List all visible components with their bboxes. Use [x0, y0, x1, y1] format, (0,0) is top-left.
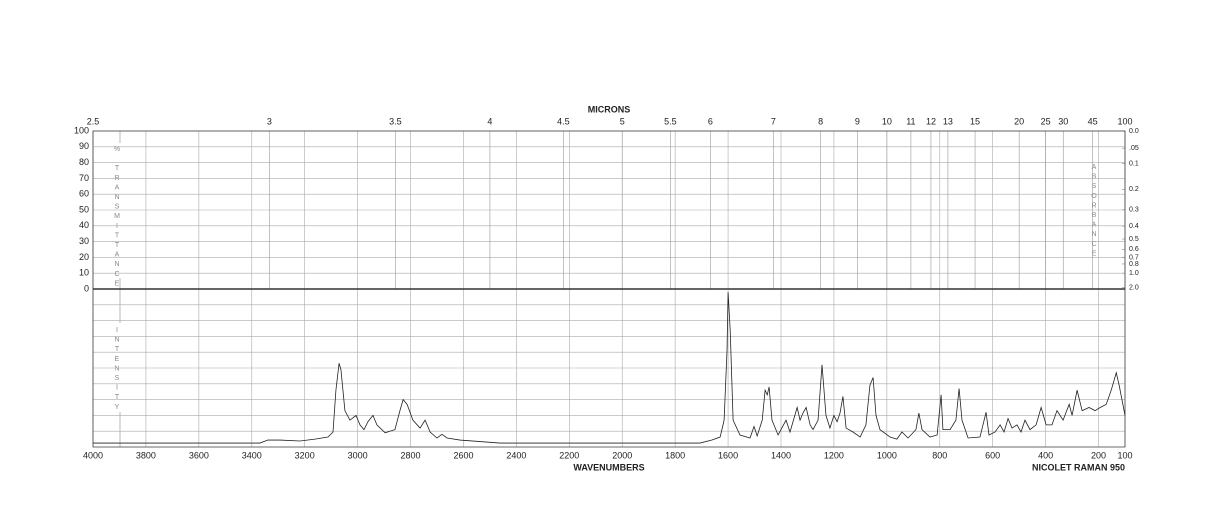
absorbance-tick-label: 0.3	[1129, 207, 1139, 214]
x2-tick-label: 4.5	[557, 116, 570, 126]
y-tick-label: 70	[79, 173, 89, 183]
x-axis-label: WAVENUMBERS	[573, 462, 644, 472]
instrument-label: NICOLET RAMAN 950	[1032, 462, 1125, 472]
y-tick-label: 60	[79, 189, 89, 199]
y-tick-label: 20	[79, 252, 89, 262]
x-tick-label: 1800	[665, 450, 685, 460]
transmittance-label: % TRANSMITTANCE	[113, 146, 120, 290]
x2-tick-label: 30	[1058, 116, 1068, 126]
x2-tick-label: 5.5	[664, 116, 677, 126]
absorbance-tick-label: 0.5	[1129, 236, 1139, 243]
y-tick-label: 40	[79, 220, 89, 230]
x2-tick-label: 11	[906, 116, 915, 126]
x2-tick-label: 9	[855, 116, 860, 126]
y-tick-label: 30	[79, 236, 89, 246]
x2-tick-label: 8	[818, 116, 823, 126]
x-tick-label: 800	[932, 450, 947, 460]
x-tick-label: 1600	[718, 450, 738, 460]
absorbance-tick-label: 0.4	[1129, 223, 1139, 230]
x-tick-label: 400	[1038, 450, 1053, 460]
x-tick-label: 3600	[189, 450, 209, 460]
spectrum-line	[93, 292, 1126, 444]
x-tick-label: 3400	[242, 450, 262, 460]
x-tick-label: 2600	[453, 450, 473, 460]
x-tick-label: 1200	[824, 450, 844, 460]
x2-tick-label: 12	[926, 116, 936, 126]
x-tick-label: 3800	[136, 450, 156, 460]
x2-tick-label: 6	[708, 116, 713, 126]
x-tick-label: 2000	[612, 450, 632, 460]
x2-tick-label: 45	[1088, 116, 1098, 126]
y-tick-label: 100	[74, 125, 89, 135]
x-tick-label: 3200	[295, 450, 315, 460]
intensity-label: INTENSITY	[114, 327, 121, 413]
absorbance-tick-label: 0.6	[1129, 246, 1139, 253]
x-tick-label: 2400	[506, 450, 526, 460]
x-tick-label: 600	[985, 450, 1000, 460]
y-tick-label: 90	[79, 141, 89, 151]
x2-tick-label: 3.5	[389, 116, 402, 126]
y-tick-label: 50	[79, 204, 89, 214]
absorbance-tick-label: 0.7	[1129, 254, 1139, 261]
x2-tick-label: 2.5	[87, 116, 100, 126]
absorbance-label: ABSORBANCE	[1090, 164, 1097, 260]
absorbance-tick-label: 0.2	[1129, 186, 1139, 193]
absorbance-tick-label: 2.0	[1129, 284, 1139, 291]
x2-tick-label: 10	[882, 116, 892, 126]
x2-tick-label: 3	[267, 116, 272, 126]
x2-tick-label: 13	[943, 116, 953, 126]
x2-tick-label: 100	[1117, 116, 1132, 126]
x2-tick-label: 4	[487, 116, 492, 126]
y-tick-label: 0	[84, 283, 89, 293]
x-tick-label: 200	[1091, 450, 1106, 460]
x-tick-label: 2200	[559, 450, 579, 460]
x-tick-label: 100	[1117, 450, 1132, 460]
x-tick-label: 3000	[348, 450, 368, 460]
x2-tick-label: 25	[1041, 116, 1051, 126]
microns-label: MICRONS	[588, 104, 631, 114]
y-tick-label: 80	[79, 157, 89, 167]
absorbance-tick-label: .05	[1129, 145, 1139, 152]
x-tick-label: 2800	[401, 450, 421, 460]
x2-tick-label: 20	[1014, 116, 1024, 126]
absorbance-tick-label: 0.8	[1129, 261, 1139, 268]
x2-tick-label: 7	[771, 116, 776, 126]
absorbance-tick-label: 1.0	[1129, 270, 1139, 277]
x2-tick-label: 15	[970, 116, 980, 126]
y-tick-label: 10	[79, 268, 89, 278]
absorbance-tick-label: 0.1	[1129, 160, 1139, 167]
x-tick-label: 4000	[83, 450, 103, 460]
absorbance-tick-label: 0.0	[1129, 128, 1139, 135]
x-tick-label: 1000	[877, 450, 897, 460]
x2-tick-label: 5	[620, 116, 625, 126]
x-tick-label: 1400	[771, 450, 791, 460]
